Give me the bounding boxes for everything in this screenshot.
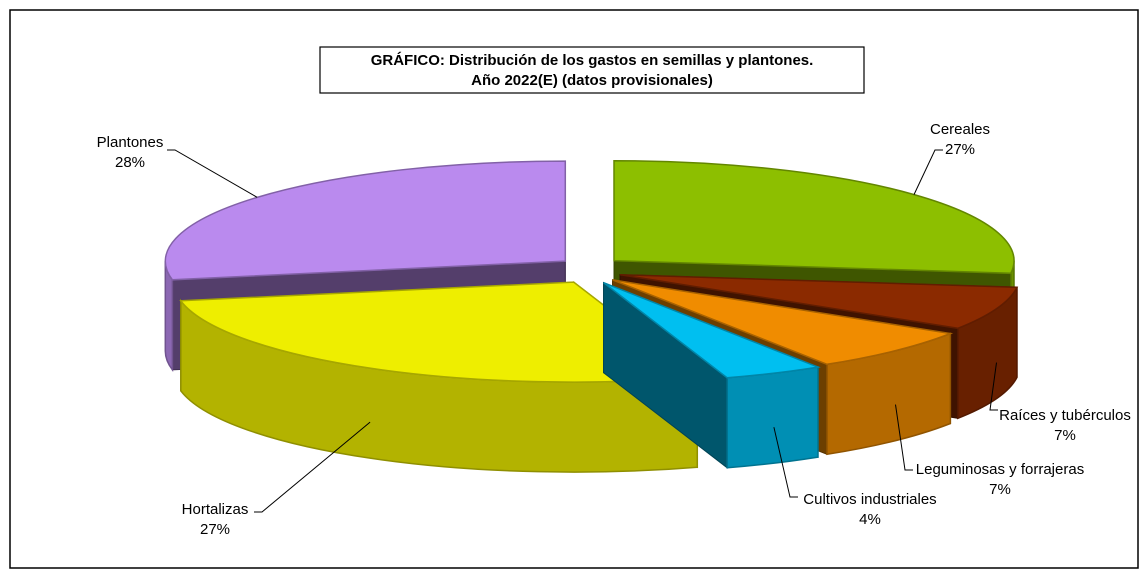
slice-value-label: 4% xyxy=(859,511,881,528)
title-box xyxy=(319,46,865,94)
leader-line xyxy=(989,362,998,411)
slice-label: Raíces y tubérculos xyxy=(999,407,1131,424)
slice-label: Leguminosas y forrajeras xyxy=(916,461,1084,478)
slice xyxy=(619,273,1019,330)
slice xyxy=(603,282,821,379)
slice-value-label: 27% xyxy=(945,141,975,158)
slice-wall xyxy=(726,366,819,469)
slice xyxy=(179,281,700,383)
labels: Cereales 27% Raíces y tubérculos 7% Legumino… xyxy=(97,121,1131,538)
slice-value-label: 28% xyxy=(115,154,145,171)
slice-value-label: 7% xyxy=(989,481,1011,498)
slice-label: Cereales xyxy=(930,121,990,138)
slice-value-label: 27% xyxy=(200,521,230,538)
slice xyxy=(164,160,567,281)
pie xyxy=(164,159,1019,473)
slice-label: Hortalizas xyxy=(182,501,249,518)
chart-title: GRÁFICO: Distribución de los gastos en s… xyxy=(371,52,814,69)
slice-label: Plantones xyxy=(97,134,164,151)
chart-subtitle: Año 2022(E) (datos provisionales) xyxy=(471,72,713,89)
leader-line xyxy=(167,149,258,198)
leader-line xyxy=(895,404,913,471)
slice-value-label: 7% xyxy=(1054,427,1076,444)
leader-line xyxy=(913,149,943,195)
slice xyxy=(612,279,954,366)
slice-label: Cultivos industriales xyxy=(803,491,936,508)
leader-line xyxy=(773,427,798,498)
leader-line xyxy=(254,421,371,513)
